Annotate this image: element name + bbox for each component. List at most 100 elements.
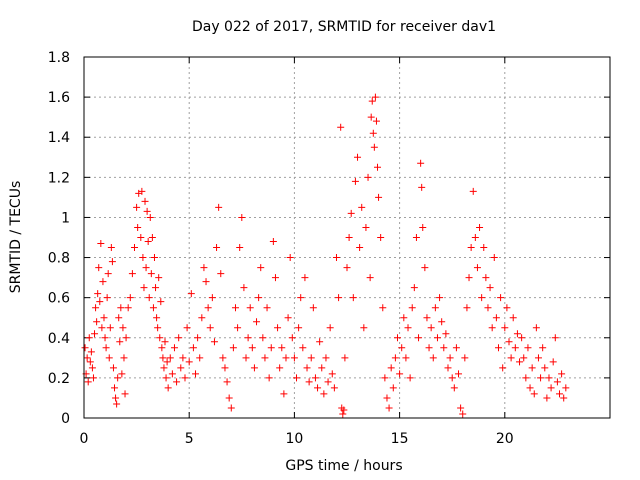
data-point	[278, 344, 286, 352]
x-tick-label: 5	[185, 431, 194, 447]
data-point	[556, 390, 564, 398]
data-point	[152, 284, 160, 292]
data-point	[446, 354, 454, 362]
x-axis-label: GPS time / hours	[285, 458, 402, 474]
data-point	[427, 324, 435, 332]
y-axis-label: SRMTID / TECUs	[8, 181, 24, 294]
data-point	[314, 384, 322, 392]
data-point	[91, 330, 99, 338]
data-point	[459, 410, 467, 418]
y-tick-label: 0.4	[48, 331, 70, 347]
data-point	[375, 193, 383, 201]
data-point	[463, 304, 471, 312]
data-point	[147, 270, 155, 278]
y-tick-label: 1.2	[48, 170, 70, 186]
data-point	[244, 334, 252, 342]
data-point	[360, 324, 368, 332]
data-point	[97, 240, 105, 248]
data-point	[343, 264, 351, 272]
data-point	[412, 234, 420, 241]
data-point	[560, 394, 568, 402]
data-point	[534, 354, 542, 362]
data-point	[238, 213, 246, 221]
data-point	[421, 264, 429, 272]
data-point	[168, 370, 176, 378]
data-point	[345, 234, 353, 241]
data-point	[204, 304, 212, 312]
data-point	[217, 270, 225, 278]
data-point	[112, 394, 120, 402]
data-point	[471, 234, 479, 241]
data-point	[194, 334, 202, 342]
data-point	[181, 374, 189, 382]
data-point	[367, 113, 375, 121]
data-point	[170, 344, 178, 352]
data-point	[520, 354, 528, 362]
x-tick-labels: 0 5 10 15 20	[80, 431, 514, 447]
data-point	[482, 274, 490, 282]
data-point	[118, 370, 126, 378]
data-point	[177, 364, 185, 372]
data-point	[436, 294, 444, 302]
data-point	[142, 264, 150, 272]
data-point	[164, 384, 172, 392]
data-point	[122, 334, 130, 342]
data-point	[139, 254, 147, 262]
data-point	[484, 304, 492, 312]
data-point	[526, 384, 534, 392]
data-point	[415, 334, 423, 342]
data-point	[551, 334, 559, 342]
data-point	[402, 354, 410, 362]
data-point	[126, 294, 134, 302]
data-point	[179, 354, 187, 362]
data-point	[166, 354, 174, 362]
data-point	[347, 209, 355, 217]
data-point	[95, 264, 103, 272]
data-point	[137, 234, 145, 241]
data-point	[303, 364, 311, 372]
data-point	[377, 234, 385, 241]
data-point	[98, 324, 106, 332]
data-point	[330, 384, 338, 392]
data-point	[419, 223, 427, 231]
data-point	[265, 374, 273, 382]
data-point	[109, 364, 117, 372]
data-point	[85, 334, 93, 342]
data-point	[438, 318, 446, 326]
data-point	[106, 324, 114, 332]
data-point	[89, 374, 97, 382]
data-point	[198, 314, 206, 322]
data-point	[478, 294, 486, 302]
data-point	[223, 378, 231, 386]
data-point	[271, 274, 279, 282]
data-point	[385, 404, 393, 412]
data-point	[339, 410, 347, 418]
data-point	[231, 304, 239, 312]
y-tick-label: 0	[61, 411, 70, 427]
data-point	[530, 390, 538, 398]
data-point	[320, 390, 328, 398]
data-point	[547, 384, 555, 392]
data-point	[183, 324, 191, 332]
data-point	[225, 394, 233, 402]
data-point	[393, 334, 401, 342]
data-point	[173, 378, 181, 386]
data-point	[545, 374, 553, 382]
data-point	[408, 304, 416, 312]
data-point	[206, 324, 214, 332]
data-point	[457, 404, 465, 412]
data-point	[148, 234, 156, 241]
data-point	[83, 354, 91, 362]
data-point	[476, 223, 484, 231]
chart-title: Day 022 of 2017, SRMTID for receiver dav…	[192, 19, 496, 35]
data-point	[431, 304, 439, 312]
data-point	[532, 324, 540, 332]
data-point	[140, 284, 148, 292]
data-point	[341, 354, 349, 362]
data-point	[324, 378, 332, 386]
data-point	[187, 290, 195, 298]
data-point	[328, 370, 336, 378]
data-point	[157, 298, 165, 306]
data-point	[509, 314, 517, 322]
